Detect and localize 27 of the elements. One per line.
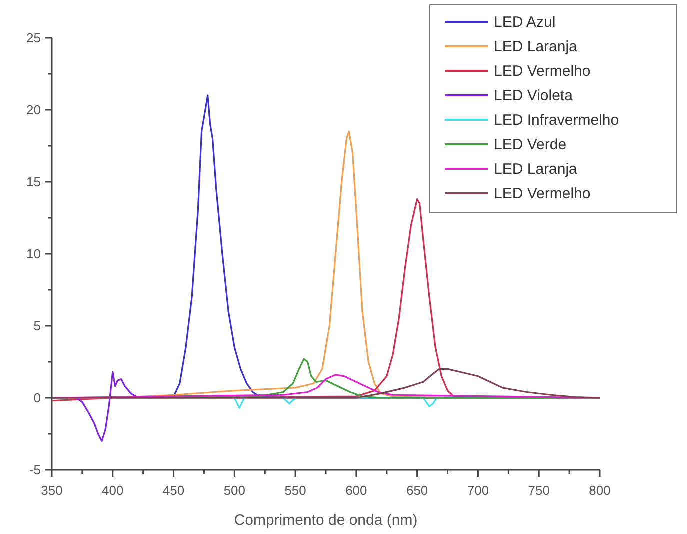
y-tick-label: 25 <box>26 30 41 46</box>
x-tick-label: 750 <box>528 483 550 498</box>
y-tick-label: 5 <box>34 318 41 334</box>
x-axis-title: Comprimento de onda (nm) <box>234 512 418 529</box>
x-tick-label: 350 <box>41 483 63 498</box>
x-tick-label: 500 <box>224 483 246 498</box>
legend-label: LED Verde <box>494 136 567 154</box>
x-tick-label: 700 <box>467 483 490 498</box>
legend-label: LED Azul <box>494 14 556 31</box>
x-tick-label: 800 <box>589 483 611 498</box>
x-tick-label: 600 <box>346 483 368 498</box>
y-tick-label: 15 <box>26 174 41 190</box>
line-series <box>51 368 601 399</box>
legend-label: LED Vermelho <box>494 63 591 80</box>
y-tick-label: -5 <box>29 462 41 478</box>
x-tick-label: 650 <box>406 483 428 498</box>
legend-label: LED Laranja <box>494 161 578 178</box>
x-tick-label: 400 <box>102 483 124 498</box>
legend-label: LED Violeta <box>494 88 574 104</box>
x-tick-label: 550 <box>284 483 306 498</box>
legend-label: LED Vermelho <box>494 186 591 202</box>
y-tick-label: 20 <box>26 102 41 118</box>
legend-label: LED Laranja <box>494 38 578 56</box>
legend-label: LED Infravermelho <box>494 112 620 129</box>
y-tick-label: 10 <box>26 246 41 262</box>
y-tick-label: 0 <box>34 390 41 406</box>
x-tick-label: 450 <box>162 483 185 498</box>
